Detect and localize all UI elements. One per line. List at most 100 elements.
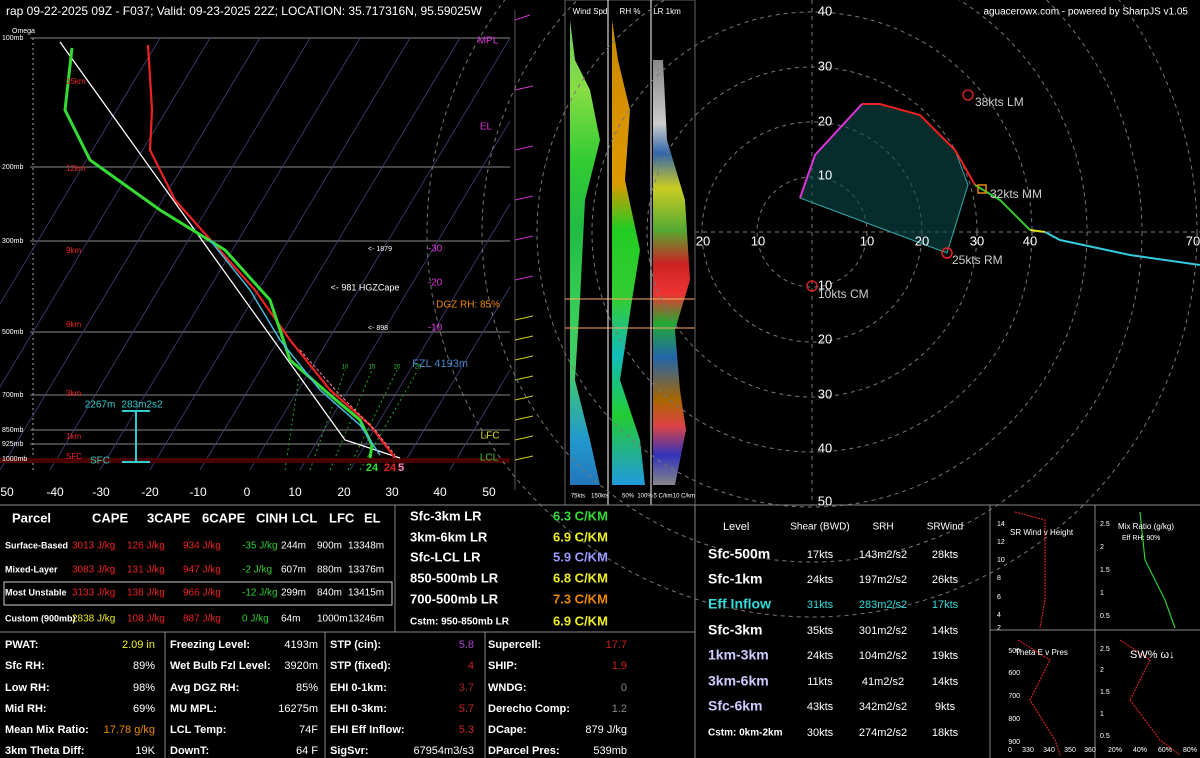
surface-band: [0, 458, 510, 463]
profiles: [59, 41, 401, 459]
param-value: 4193m: [284, 639, 318, 651]
shear-cell: 301m2/s2: [859, 625, 907, 637]
skewt-annotation: EL: [480, 122, 493, 133]
skewt-annotation: LFC: [481, 431, 500, 442]
temp-tick: 50: [482, 485, 496, 499]
param-value: 64 F: [296, 745, 318, 757]
hodo-x-tick: 30: [970, 233, 984, 248]
mini-title: SW% ω↓: [1130, 649, 1175, 661]
skewt-annotation: -30: [428, 244, 443, 255]
lapse-value: 6.8 C/KM: [553, 570, 608, 585]
param-label: Mean Mix Ratio:: [5, 724, 89, 736]
shear-cell: Sfc-3km: [708, 622, 762, 638]
mix-ratio-label: 25: [415, 365, 422, 371]
param-label: Freezing Level:: [170, 639, 250, 651]
lapse-label: Sfc-LCL LR: [410, 549, 481, 564]
mini-tick: 1.5: [1100, 567, 1110, 574]
param-label: Wet Bulb Fzl Level:: [170, 660, 271, 672]
parcel-header: 3CAPE: [147, 510, 191, 525]
param-label: 3km Theta Diff:: [5, 745, 84, 757]
dividers: [0, 504, 1200, 758]
shear-cell: 28kts: [932, 549, 959, 561]
skewt-annotation: 5: [398, 462, 404, 474]
parcel-cell: 126 J/kg: [127, 541, 165, 552]
param-value: 3920m: [284, 660, 318, 672]
parcel-header: LFC: [329, 510, 355, 525]
strip-footer: 50%: [622, 494, 635, 500]
mini-title: Theta E v Pres: [1015, 648, 1068, 657]
temp-tick: 10: [288, 485, 302, 499]
skewt-annotation: DGZ RH: 85%: [436, 300, 500, 311]
shear-cell: Eff Inflow: [708, 596, 771, 612]
parcel-cell: 13246m: [348, 614, 384, 625]
mix-ratio-lines: [284, 369, 419, 471]
parcel-cell: Surface-Based: [5, 540, 68, 550]
height-label: 1km: [66, 432, 81, 441]
parcel-cell: 3083 J/kg: [72, 565, 115, 576]
param-value: 5.8: [459, 639, 474, 651]
hodo-x-tick: 10: [860, 233, 874, 248]
mini-tick: 800: [1008, 716, 1020, 723]
lapse-label: Sfc-3km LR: [410, 508, 482, 523]
shear-cell: 26kts: [932, 574, 959, 586]
mini-tick: 2.5: [1100, 646, 1110, 653]
hodo-x-tick: 40: [1023, 233, 1037, 248]
shear-cell: 104m2/s2: [859, 650, 907, 662]
parcel-cell: 880m: [317, 565, 342, 576]
param-label: EHI 0-3km:: [330, 703, 387, 715]
mini-tick: 0: [1008, 747, 1012, 754]
height-label: 6km: [66, 320, 81, 329]
hodo-x-tick: 20: [696, 233, 710, 248]
skewt-annotation: FZL 4193m: [412, 358, 468, 370]
profile-strips: [564, 0, 696, 506]
lapse-value: 7.3 C/KM: [553, 591, 608, 606]
storm-motion-label: 32kts MM: [990, 187, 1042, 201]
parcel-cell: 13348m: [348, 541, 384, 552]
param-label: Supercell:: [488, 639, 541, 651]
shear-cell: 17kts: [807, 549, 834, 561]
param-label: Sfc RH:: [5, 660, 45, 672]
param-value: 879 J/kg: [585, 724, 627, 736]
shear-header: SRWind: [927, 522, 964, 533]
param-value: 69%: [133, 703, 155, 715]
shear-cell: 9kts: [935, 701, 956, 713]
param-label: Derecho Comp:: [488, 703, 570, 715]
param-value: 98%: [133, 682, 155, 694]
shear-cell: 342m2/s2: [859, 701, 907, 713]
skewt-annotation: 2267m: [85, 400, 116, 411]
parcel-cell: 131 J/kg: [127, 565, 165, 576]
storm-motion-label: 10kts CM: [818, 287, 869, 301]
skewt-annotation: LCL: [480, 453, 499, 464]
strip-footer: 100%: [637, 494, 653, 500]
height-label: 3km: [66, 389, 81, 398]
temp-tick: 40: [433, 485, 447, 499]
param-label: SigSvr:: [330, 745, 369, 757]
hodo-y-tick: 20: [818, 331, 832, 346]
shear-cell: 3km-6km: [708, 673, 769, 689]
mini-tick: 14: [997, 521, 1005, 528]
hodo-y-tick: 30: [818, 58, 832, 73]
mix-ratio-label: 20: [394, 365, 401, 371]
temp-tick: -40: [46, 485, 64, 499]
shear-cell: Cstm: 0km-2km: [708, 728, 783, 739]
parcel-header: CINH: [256, 510, 288, 525]
mini-tick: 2: [1100, 667, 1104, 674]
shear-cell: 17kts: [932, 599, 959, 611]
shear-header: Level: [723, 521, 749, 533]
mini-title: SR Wind v Height: [1010, 528, 1074, 537]
hodo-y-tick: 10: [818, 167, 832, 182]
parcel-cell: 299m: [281, 588, 306, 599]
shear-cell: Sfc-1km: [708, 571, 762, 587]
shear-header: Shear (BWD): [790, 522, 849, 533]
lapse-label: 850-500mb LR: [410, 570, 499, 585]
height-label: 12km: [66, 164, 86, 173]
param-label: EHI 0-1km:: [330, 682, 387, 694]
skewt-annotation: 24: [384, 462, 397, 474]
param-label: DownT:: [170, 745, 209, 757]
mini-tick: 1: [1100, 590, 1104, 597]
param-value: 89%: [133, 660, 155, 672]
mini-tick: 8: [997, 575, 1001, 582]
param-value: 16275m: [278, 703, 318, 715]
mini-tick: 12: [997, 539, 1005, 546]
param-label: STP (fixed):: [330, 660, 391, 672]
